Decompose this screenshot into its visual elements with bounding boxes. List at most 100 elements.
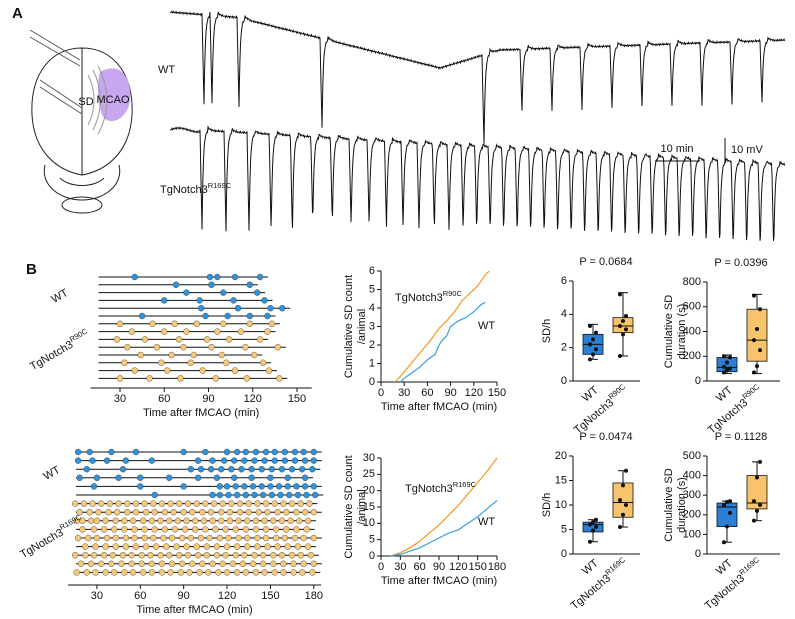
event-dot [80, 500, 88, 507]
event-dot [108, 448, 115, 456]
event-dot [147, 552, 154, 559]
event-dot [288, 552, 296, 559]
event-dot [246, 320, 254, 327]
event-dot [183, 517, 190, 524]
event-dot [232, 526, 239, 533]
event-dot [301, 457, 309, 464]
event-dot [142, 543, 150, 550]
event-dot [89, 500, 96, 507]
data-point [752, 499, 756, 504]
y-axis-label: Cumulative SD count [343, 275, 355, 378]
event-dot [124, 509, 131, 516]
event-dot [176, 500, 183, 507]
event-dot [265, 367, 273, 374]
event-dot [310, 534, 317, 542]
event-dot [278, 517, 286, 524]
event-dot [165, 517, 173, 524]
event-dot [251, 457, 258, 464]
event-dot [271, 500, 278, 507]
event-dot [235, 517, 242, 524]
event-dot [186, 569, 193, 576]
x-tick-label: 0 [378, 561, 384, 573]
event-dot [223, 543, 231, 550]
y-tick-label: 20 [555, 450, 567, 462]
event-dot [150, 534, 157, 542]
data-point [624, 314, 628, 318]
event-dot [121, 359, 128, 366]
event-dot [119, 552, 127, 559]
event-dot [256, 336, 264, 343]
event-dot [113, 336, 121, 343]
event-dot [242, 526, 250, 533]
event-dot [281, 534, 289, 542]
event-dot [77, 560, 85, 567]
event-dot [202, 448, 209, 456]
event-dot [163, 367, 171, 374]
event-dot [231, 273, 239, 281]
sd-label: SD [78, 96, 93, 108]
x-tick-label: 60 [158, 393, 170, 405]
event-dot [219, 560, 226, 567]
event-dot [74, 457, 82, 464]
event-dot [210, 500, 218, 507]
event-dot [129, 569, 137, 576]
event-dot [236, 509, 244, 516]
y-tick-label: 200 [683, 350, 701, 362]
chart-title: P = 0.0474 [579, 431, 632, 443]
x-axis-label: Time after fMCAO (min) [381, 401, 497, 413]
y-tick-label: 4 [561, 308, 567, 320]
event-dot [223, 483, 231, 490]
event-dot [231, 457, 238, 464]
event-dot [115, 474, 122, 481]
event-dot [214, 328, 221, 335]
event-dot [309, 466, 316, 473]
event-dot [122, 543, 130, 550]
data-point [624, 503, 628, 507]
data-point [758, 459, 762, 464]
event-dot [116, 375, 124, 382]
y-tick-label: 2 [369, 339, 375, 351]
event-dot [184, 552, 192, 559]
event-dot [216, 483, 224, 490]
chart-title: P = 0.1128 [715, 431, 768, 443]
y-tick-label: 5 [561, 523, 567, 535]
scale-label: 10 mV [731, 144, 763, 156]
y-tick-label: 15 [555, 474, 567, 486]
event-dot [294, 543, 302, 550]
x-tick-label: WT [714, 557, 735, 577]
y-tick-label: 15 [363, 501, 375, 513]
event-dot [245, 509, 252, 516]
event-dot [253, 289, 261, 296]
event-dot [299, 569, 306, 576]
x-tick-label: 60 [134, 590, 146, 602]
event-dot [158, 359, 165, 366]
event-dot [82, 543, 89, 550]
event-dot [132, 509, 140, 516]
event-dot [102, 569, 109, 576]
data-point [591, 520, 595, 525]
data-point [758, 348, 762, 353]
event-dot [206, 273, 214, 281]
event-dot [299, 466, 306, 473]
event-dot [108, 560, 115, 567]
y-tick-label: 1 [369, 357, 375, 369]
event-dot [106, 500, 114, 507]
event-dot [270, 552, 277, 559]
data-point [725, 367, 729, 372]
y-tick-label: 0 [369, 550, 375, 562]
legend-label: WT [478, 320, 495, 332]
event-dot [87, 517, 95, 524]
scale-label: 10 min [660, 143, 693, 155]
event-dot [199, 560, 206, 567]
data-point [722, 540, 726, 545]
event-dot [288, 466, 296, 473]
event-dot [141, 500, 148, 507]
brain-schematic [29, 29, 133, 214]
event-dot [148, 457, 156, 464]
event-dot [138, 560, 145, 567]
event-dot [233, 491, 241, 499]
x-tick-label: 180 [488, 561, 506, 573]
event-dot [90, 526, 98, 533]
y-tick-label: 10 [363, 517, 375, 529]
event-dot [224, 312, 231, 320]
